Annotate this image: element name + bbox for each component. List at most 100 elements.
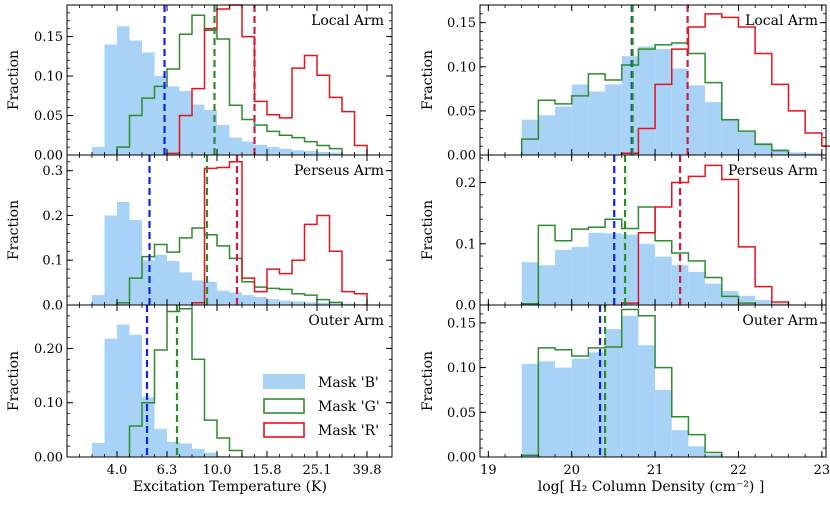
step-outline-g xyxy=(520,206,756,305)
bar-b-15 xyxy=(755,300,772,305)
bar-b-12 xyxy=(229,137,242,155)
bar-b-7 xyxy=(621,315,639,457)
panel-temperature-3: 0.00 0.10 0.20 4.0 6.3 10.0 15.8 25.1 39.8 Outer … xyxy=(6,304,393,478)
bar-b-6 xyxy=(154,428,167,457)
y-tick-label: 0.10 xyxy=(447,361,476,376)
bar-b-14 xyxy=(254,296,267,305)
bar-b-4 xyxy=(129,334,142,457)
x-tick-label: 25.1 xyxy=(303,463,332,478)
y-tick-label: 0.15 xyxy=(447,316,476,331)
panel-title: Perseus Arm xyxy=(728,163,818,179)
bar-b-18 xyxy=(805,153,822,155)
bar-b-9 xyxy=(655,389,672,457)
bar-b-12 xyxy=(705,102,722,155)
bar-b-4 xyxy=(571,358,589,457)
bar-b-2 xyxy=(104,338,117,457)
bar-b-11 xyxy=(688,85,706,155)
y-tick-label: 0.1 xyxy=(455,237,476,252)
x-tick-label: 4.0 xyxy=(107,463,128,478)
bar-b-11 xyxy=(217,125,230,155)
bar-b-20 xyxy=(329,152,342,155)
bar-b-14 xyxy=(738,295,756,305)
y-tick-label: 0.1 xyxy=(42,254,63,269)
x-tick-label: 23 xyxy=(814,463,830,478)
bar-b-9 xyxy=(192,280,205,305)
bar-b-1 xyxy=(92,442,105,457)
bar-b-9 xyxy=(655,256,672,305)
x-tick-label: 19 xyxy=(480,463,497,478)
step-outline-r xyxy=(620,13,830,155)
y-tick-label: 0.05 xyxy=(447,104,476,119)
bar-b-20 xyxy=(329,303,342,305)
bar-b-19 xyxy=(317,151,330,155)
bar-b-1 xyxy=(521,364,539,457)
bar-b-8 xyxy=(179,443,192,457)
step-outline-r xyxy=(620,164,790,305)
legend-swatch-b xyxy=(263,374,305,389)
x-tick-label: 6.3 xyxy=(157,463,178,478)
bar-b-1 xyxy=(521,119,539,155)
bar-b-2 xyxy=(538,265,556,305)
y-tick-label: 0.05 xyxy=(34,109,63,124)
bar-b-9 xyxy=(192,104,205,155)
step-outline-g xyxy=(116,14,343,155)
bar-b-4 xyxy=(571,246,589,305)
bar-b-5 xyxy=(142,397,155,457)
bar-b-2 xyxy=(104,215,117,305)
bar-b-19 xyxy=(317,302,330,305)
bar-b-5 xyxy=(588,232,606,305)
y-tick-label: 0.00 xyxy=(447,451,476,466)
bar-b-10 xyxy=(671,265,689,305)
bar-b-9 xyxy=(655,49,672,155)
y-tick-label: 0.15 xyxy=(447,16,476,31)
panel-title: Local Arm xyxy=(311,13,384,29)
legend-label-g: Mask 'G' xyxy=(318,399,380,415)
bar-b-6 xyxy=(154,254,167,305)
bar-b-2 xyxy=(538,115,556,155)
legend-label-b: Mask 'B' xyxy=(318,375,379,391)
bar-b-1 xyxy=(521,262,539,305)
panel-title: Local Arm xyxy=(745,13,818,29)
bar-b-1 xyxy=(92,295,105,305)
x-tick-label: 10.0 xyxy=(203,463,232,478)
panel-column_density-1: 0.00 0.05 0.10 0.15 Local Arm Fraction xyxy=(420,4,830,164)
bar-b-7 xyxy=(167,261,180,305)
bar-b-17 xyxy=(788,152,806,155)
bar-b-15 xyxy=(267,299,280,305)
y-axis-label: Fraction xyxy=(420,351,436,411)
y-tick-label: 0.10 xyxy=(34,70,63,85)
bar-b-4 xyxy=(129,40,142,155)
bar-b-15 xyxy=(755,142,772,155)
bar-b-5 xyxy=(142,260,155,305)
panel-column_density-3: 0.00 0.05 0.10 0.15 19 20 21 22 23 Outer Arm Fract… xyxy=(420,304,830,478)
bar-b-3 xyxy=(117,324,130,457)
y-tick-label: 0.0 xyxy=(455,299,476,314)
x-tick-label: 39.8 xyxy=(353,463,382,478)
panel-temperature-1: 0.00 0.05 0.10 0.15 Local Arm Fraction xyxy=(6,4,393,164)
step-outline-g xyxy=(520,42,790,155)
bar-b-3 xyxy=(555,367,572,457)
y-axis-label: Fraction xyxy=(6,351,22,411)
bar-b-11 xyxy=(217,290,230,305)
bar-b-16 xyxy=(771,148,789,155)
y-axis-label: Fraction xyxy=(420,50,436,110)
bar-b-11 xyxy=(217,455,230,457)
y-tick-label: 0.2 xyxy=(455,176,476,191)
bar-b-12 xyxy=(705,283,722,305)
y-tick-label: 0.10 xyxy=(447,60,476,75)
bar-b-6 xyxy=(605,329,622,457)
y-tick-label: 0.15 xyxy=(34,30,63,45)
bar-b-18 xyxy=(304,151,317,155)
bar-b-17 xyxy=(292,301,305,305)
bar-b-3 xyxy=(555,249,572,305)
left-x-axis-label: Excitation Temperature (K) xyxy=(133,479,327,495)
bar-b-18 xyxy=(304,302,317,305)
legend: Mask 'B' Mask 'G' Mask 'R' xyxy=(263,374,380,439)
bar-b-10 xyxy=(671,430,689,457)
bar-b-10 xyxy=(204,452,217,457)
y-tick-label: 0.2 xyxy=(42,209,63,224)
bar-b-14 xyxy=(738,132,756,155)
y-tick-label: 0.00 xyxy=(34,149,63,164)
step-outline-g xyxy=(520,308,723,457)
bar-b-16 xyxy=(279,300,292,305)
